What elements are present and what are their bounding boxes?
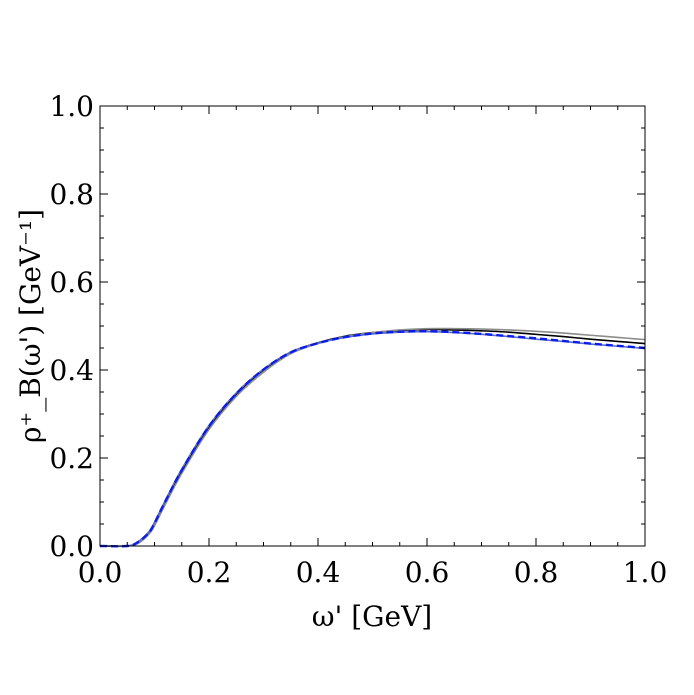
y-tick-label: 0.8 xyxy=(49,178,94,211)
y-tick-label: 0.0 xyxy=(49,530,94,563)
y-tick-label: 1.0 xyxy=(49,90,94,123)
tick-layer xyxy=(99,105,646,547)
series-line-solid-gray xyxy=(99,327,646,547)
x-tick-label: 1.0 xyxy=(623,556,668,589)
series-line-solid-blue xyxy=(99,330,646,548)
y-axis-title: ρ⁺_B(ω') [GeV⁻¹] xyxy=(14,209,47,443)
tick-label-layer: 0.0 0.2 0.4 0.6 0.8 1.0 0.0 0.2 0.4 0.6 0.8 1.0 xyxy=(49,90,667,589)
y-tick-label: 0.4 xyxy=(49,354,94,387)
series-line-dashed-blue xyxy=(99,330,646,548)
y-tick-label: 0.6 xyxy=(49,266,94,299)
y-tick-label: 0.2 xyxy=(49,442,94,475)
x-tick-label: 0.2 xyxy=(187,556,232,589)
series-line-solid-black xyxy=(99,328,646,548)
x-tick-label: 0.0 xyxy=(78,556,123,589)
x-tick-label: 0.6 xyxy=(405,556,450,589)
x-tick-label: 0.8 xyxy=(514,556,559,589)
x-tick-label: 0.4 xyxy=(296,556,341,589)
series-layer xyxy=(99,327,646,548)
x-axis-title: ω' [GeV] xyxy=(312,600,432,633)
plot-frame xyxy=(99,105,646,547)
